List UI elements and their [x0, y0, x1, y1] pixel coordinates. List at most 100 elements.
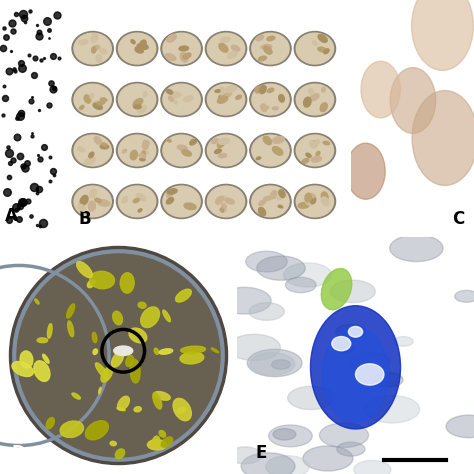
Circle shape — [296, 33, 334, 64]
Ellipse shape — [167, 35, 176, 42]
Ellipse shape — [267, 88, 274, 92]
Ellipse shape — [455, 291, 474, 302]
Circle shape — [294, 82, 336, 117]
Circle shape — [207, 33, 245, 64]
Ellipse shape — [68, 321, 73, 337]
Text: D: D — [12, 444, 26, 462]
Ellipse shape — [167, 189, 177, 194]
Ellipse shape — [184, 203, 196, 210]
Ellipse shape — [308, 193, 315, 198]
Ellipse shape — [218, 96, 228, 103]
Ellipse shape — [241, 453, 295, 474]
Ellipse shape — [89, 152, 94, 158]
Text: C: C — [452, 210, 464, 228]
Ellipse shape — [225, 198, 234, 204]
Ellipse shape — [261, 104, 267, 111]
Ellipse shape — [316, 151, 320, 155]
Ellipse shape — [143, 150, 149, 154]
Text: A: A — [5, 207, 18, 225]
Ellipse shape — [259, 201, 265, 205]
Circle shape — [74, 135, 111, 166]
Ellipse shape — [231, 45, 240, 51]
Ellipse shape — [216, 197, 223, 204]
Ellipse shape — [90, 93, 94, 98]
Circle shape — [296, 84, 334, 115]
Circle shape — [163, 33, 200, 64]
Ellipse shape — [219, 154, 227, 158]
Ellipse shape — [324, 49, 329, 54]
Ellipse shape — [190, 139, 197, 145]
Ellipse shape — [90, 271, 115, 289]
Ellipse shape — [159, 349, 173, 354]
Circle shape — [72, 31, 113, 66]
Circle shape — [14, 251, 223, 460]
Ellipse shape — [142, 141, 148, 149]
Ellipse shape — [288, 386, 334, 410]
Ellipse shape — [92, 46, 100, 50]
Circle shape — [207, 135, 245, 166]
Ellipse shape — [130, 359, 140, 383]
Ellipse shape — [249, 303, 284, 320]
Ellipse shape — [412, 91, 474, 185]
Circle shape — [296, 135, 334, 166]
Ellipse shape — [390, 235, 443, 262]
Ellipse shape — [20, 351, 33, 368]
Ellipse shape — [303, 97, 311, 107]
Circle shape — [163, 135, 200, 166]
Circle shape — [72, 82, 113, 117]
Ellipse shape — [218, 287, 271, 314]
Ellipse shape — [94, 137, 101, 144]
Ellipse shape — [154, 348, 159, 355]
Ellipse shape — [93, 103, 102, 109]
Ellipse shape — [91, 47, 96, 53]
Ellipse shape — [90, 189, 97, 198]
Circle shape — [294, 31, 336, 66]
Ellipse shape — [93, 349, 98, 355]
Circle shape — [118, 135, 156, 166]
Circle shape — [161, 184, 202, 219]
Ellipse shape — [311, 156, 321, 162]
Circle shape — [117, 184, 158, 219]
Ellipse shape — [137, 106, 146, 113]
Ellipse shape — [122, 149, 127, 153]
Ellipse shape — [351, 352, 390, 372]
Ellipse shape — [219, 87, 225, 95]
Ellipse shape — [152, 436, 160, 447]
Ellipse shape — [88, 201, 95, 211]
Ellipse shape — [219, 138, 229, 144]
Ellipse shape — [47, 324, 52, 338]
Ellipse shape — [80, 195, 88, 205]
Ellipse shape — [332, 337, 351, 351]
Ellipse shape — [95, 198, 101, 202]
Ellipse shape — [271, 191, 277, 199]
Ellipse shape — [113, 311, 122, 325]
Circle shape — [207, 84, 245, 115]
Ellipse shape — [220, 208, 224, 212]
Ellipse shape — [174, 100, 177, 104]
Ellipse shape — [305, 198, 312, 205]
Ellipse shape — [177, 145, 187, 150]
Ellipse shape — [346, 143, 385, 199]
Ellipse shape — [263, 136, 272, 145]
Ellipse shape — [320, 103, 327, 111]
Ellipse shape — [305, 193, 311, 202]
Ellipse shape — [134, 105, 141, 109]
Ellipse shape — [138, 209, 142, 212]
Ellipse shape — [79, 40, 88, 45]
Ellipse shape — [330, 280, 375, 302]
Ellipse shape — [182, 150, 191, 156]
Ellipse shape — [318, 47, 326, 52]
Ellipse shape — [80, 203, 83, 208]
Ellipse shape — [37, 338, 48, 343]
Ellipse shape — [166, 192, 173, 197]
Circle shape — [117, 82, 158, 117]
Ellipse shape — [166, 89, 173, 94]
Ellipse shape — [140, 40, 146, 48]
Ellipse shape — [236, 95, 241, 100]
Ellipse shape — [159, 430, 166, 437]
Ellipse shape — [313, 140, 319, 145]
Ellipse shape — [34, 361, 50, 382]
Ellipse shape — [211, 139, 219, 144]
Ellipse shape — [361, 61, 401, 118]
Ellipse shape — [348, 327, 363, 337]
